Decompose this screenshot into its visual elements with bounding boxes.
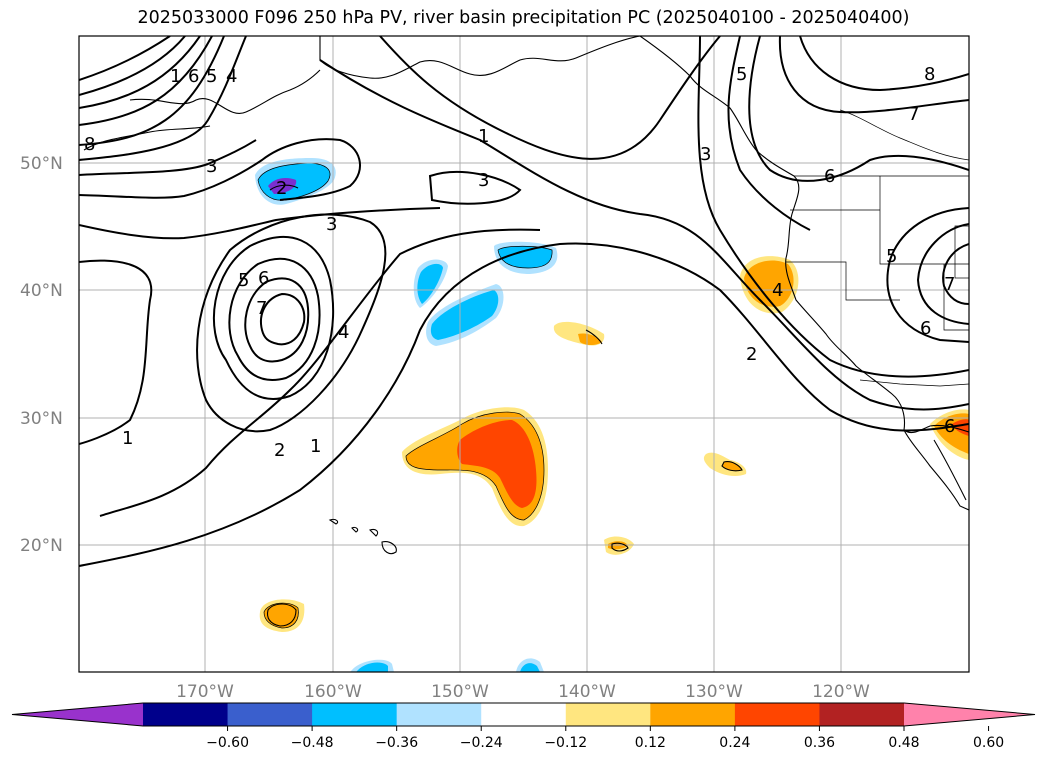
colorbar-segment (227, 703, 313, 726)
contour-label: 5 (886, 246, 897, 267)
colorbar-segment (650, 703, 736, 726)
colorbar-tick-label: 0.36 (804, 735, 835, 751)
pv-contours (79, 36, 969, 567)
map-gridlines (79, 36, 969, 672)
colorbar-segment (312, 703, 398, 726)
contour-label: 6 (258, 268, 269, 289)
colorbar-extend-low (12, 703, 143, 726)
lat-label: 50°N (20, 154, 63, 174)
colorbar: −0.60 −0.48 −0.36 −0.24 −0.12 0.12 0.24 0.36 0.4… (11, 702, 1036, 751)
contour-label: 8 (924, 64, 935, 85)
contour-label: 3 (326, 214, 337, 235)
colorbar-tick-label: 0.48 (888, 735, 919, 751)
contour-label: 1 (310, 436, 321, 457)
contour-label: 8 (84, 134, 95, 155)
precip-outlines (257, 162, 553, 629)
contour-label: 5 (736, 64, 747, 85)
pv-contour-labels: 1 6 5 4 8 3 2 1 3 3 5 6 7 4 1 2 1 5 3 6 … (84, 64, 955, 461)
longitude-labels: 170°W 160°W 150°W 140°W 130°W 120°W (176, 682, 870, 702)
contour-label: 3 (478, 170, 489, 191)
contour-label: 1 (170, 66, 181, 87)
contour-label: 6 (188, 66, 199, 87)
colorbar-tick-label: 0.12 (635, 735, 666, 751)
colorbar-extend-high (904, 703, 1035, 726)
contour-label: 1 (122, 428, 133, 449)
contour-label: 3 (206, 156, 217, 177)
colorbar-segment (481, 703, 567, 726)
lon-label: 140°W (558, 682, 616, 702)
lat-label: 40°N (20, 281, 63, 301)
map-frame (78, 35, 970, 673)
contour-label: 2 (746, 344, 757, 365)
colorbar-tick-label: −0.24 (460, 735, 503, 751)
contour-label: 7 (944, 274, 955, 295)
colorbar-ticks: −0.60 −0.48 −0.36 −0.24 −0.12 0.12 0.24 0.36 0.4… (206, 726, 1004, 751)
lat-label: 30°N (20, 409, 63, 429)
contour-label: 5 (238, 270, 249, 291)
figure-title: 2025033000 F096 250 hPa PV, river basin … (137, 8, 910, 28)
political-borders (786, 109, 969, 387)
contour-label: 7 (908, 104, 919, 125)
precipitation-shading (255, 158, 969, 672)
map-panel: 1 6 5 4 8 3 2 1 3 3 5 6 7 4 1 2 1 5 3 6 … (79, 36, 969, 672)
lon-label: 120°W (812, 682, 870, 702)
colorbar-tick-label: −0.12 (544, 735, 587, 751)
lat-label: 20°N (20, 536, 63, 556)
colorbar-tick-label: −0.48 (291, 735, 334, 751)
contour-label: 2 (276, 178, 287, 199)
contour-label: 4 (772, 280, 783, 301)
colorbar-tick-label: −0.60 (206, 735, 249, 751)
contour-label: 6 (944, 416, 955, 437)
colorbar-tick-label: −0.36 (375, 735, 418, 751)
colorbar-tick-label: 0.60 (973, 735, 1004, 751)
colorbar-segments (11, 702, 1036, 727)
lon-label: 160°W (304, 682, 362, 702)
contour-label: 3 (700, 144, 711, 165)
colorbar-segment (734, 703, 820, 726)
contour-label: 6 (920, 318, 931, 339)
colorbar-tick-label: 0.24 (719, 735, 750, 751)
colorbar-outline (11, 702, 1036, 727)
lon-label: 130°W (685, 682, 743, 702)
colorbar-segment (565, 703, 651, 726)
coastlines (83, 36, 969, 627)
contour-label: 1 (478, 126, 489, 147)
contour-label: 4 (338, 322, 349, 343)
contour-label: 2 (274, 440, 285, 461)
lon-label: 170°W (176, 682, 234, 702)
colorbar-segment (143, 703, 229, 726)
contour-label: 6 (824, 166, 835, 187)
contour-label: 5 (206, 66, 217, 87)
latitude-labels: 50°N 40°N 30°N 20°N (20, 154, 63, 556)
lon-label: 150°W (431, 682, 489, 702)
contour-label: 7 (256, 298, 267, 319)
colorbar-segment (396, 703, 482, 726)
colorbar-segment (819, 703, 905, 726)
contour-label: 4 (226, 66, 237, 87)
